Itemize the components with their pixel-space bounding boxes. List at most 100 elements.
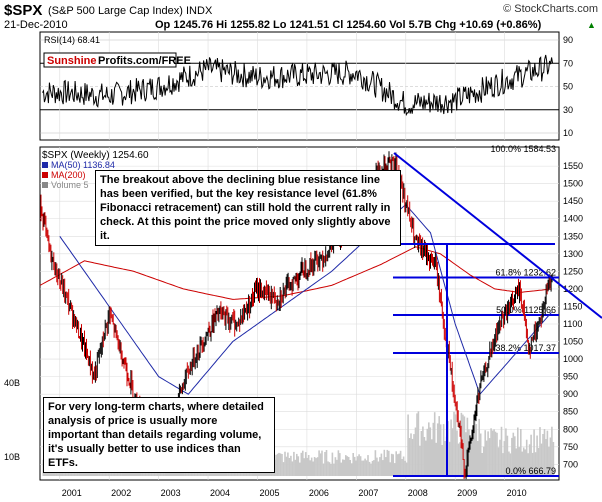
etf-annotation: For very long-term charts, where detaile… <box>43 397 275 473</box>
volume-bar <box>549 437 552 476</box>
volume-bar <box>540 443 543 476</box>
volume-bar <box>420 431 423 476</box>
volume-bar <box>327 461 329 476</box>
volume-bar <box>512 432 515 476</box>
volume-bar <box>525 439 528 476</box>
volume-bar <box>545 439 547 476</box>
volume-bar <box>401 459 403 476</box>
watermark: © StockCharts.com <box>503 3 598 15</box>
x-tick-label: 2005 <box>259 488 279 498</box>
legend-label: MA(50) 1136.84 <box>51 160 115 170</box>
legend-swatch <box>42 182 48 188</box>
volume-bar <box>475 424 478 476</box>
volume-bar <box>300 452 303 476</box>
volume-bar <box>524 449 526 476</box>
volume-bar <box>463 416 466 476</box>
volume-bar <box>395 451 397 476</box>
volume-bar <box>466 417 469 476</box>
volume-bar <box>389 462 392 476</box>
volume-bar <box>450 419 452 476</box>
volume-bar <box>371 460 374 476</box>
volume-bar <box>334 457 337 476</box>
volume-bar <box>359 456 362 476</box>
volume-bar <box>429 427 432 476</box>
volume-bar <box>287 452 289 476</box>
volume-bar <box>503 441 506 476</box>
volume-bar <box>499 439 501 476</box>
volume-bar <box>380 453 383 476</box>
volume-bar <box>343 459 346 476</box>
volume-bar <box>358 454 360 476</box>
volume-bar <box>520 429 522 476</box>
price-tick-label: 1550 <box>563 161 583 171</box>
rsi-tick-label: 70 <box>563 58 573 68</box>
volume-bar <box>285 456 288 476</box>
volume-bar <box>422 426 424 476</box>
volume-bar <box>551 426 553 476</box>
volume-bar <box>439 424 442 476</box>
volume-bar <box>374 450 377 476</box>
price-tick-label: 1200 <box>563 284 583 294</box>
volume-bar <box>411 438 414 476</box>
volume-bar <box>543 429 546 476</box>
ma200-line <box>39 246 552 300</box>
volume-bar <box>521 451 523 476</box>
volume-bar <box>275 454 277 476</box>
volume-bar <box>496 432 498 476</box>
volume-bar <box>522 447 525 476</box>
volume-bar <box>472 430 475 476</box>
volume-bar <box>505 428 507 476</box>
volume-bar <box>313 457 316 476</box>
volume-bar <box>454 414 457 476</box>
rsi-tick-label: 30 <box>563 105 573 115</box>
volume-bar <box>441 445 443 476</box>
volume-bar <box>410 433 412 476</box>
price-tick-label: 1000 <box>563 354 583 364</box>
x-tick-label: 2004 <box>210 488 230 498</box>
volume-bar <box>423 437 426 476</box>
volume-bar <box>517 427 519 476</box>
volume-bar <box>456 430 458 476</box>
volume-bar <box>482 446 485 476</box>
volume-bar <box>337 450 340 476</box>
x-tick-label: 2008 <box>408 488 428 498</box>
volume-bar <box>414 427 417 476</box>
rsi-tick-label: 90 <box>563 35 573 45</box>
volume-bar <box>364 458 366 476</box>
volume-bar <box>288 458 291 476</box>
volume-bar <box>377 461 380 476</box>
volume-bar <box>330 463 332 476</box>
volume-bar <box>479 433 482 476</box>
volume-bar <box>347 457 350 476</box>
volume-bar <box>355 460 357 476</box>
volume-bar <box>531 452 534 476</box>
volume-bar <box>316 457 319 476</box>
legend-label: MA(200) <box>51 170 86 180</box>
volume-bar <box>431 439 433 476</box>
volume-bar <box>303 458 306 476</box>
volume-bar <box>373 460 375 476</box>
volume-bar <box>386 449 389 476</box>
volume-bar <box>291 461 294 476</box>
fib-level-label: 50.0% 1125.66 <box>496 305 556 315</box>
volume-bar <box>548 446 550 476</box>
x-tick-label: 2007 <box>358 488 378 498</box>
volume-bar <box>476 441 479 476</box>
volume-bar <box>488 438 491 476</box>
volume-bar <box>306 457 308 476</box>
volume-bar <box>293 451 295 476</box>
volume-bar <box>309 460 311 476</box>
x-tick-label: 2006 <box>309 488 329 498</box>
price-tick-label: 800 <box>563 424 578 434</box>
breakout-annotation: The breakout above the declining blue re… <box>95 170 401 246</box>
volume-bar <box>276 453 279 476</box>
volume-bar <box>404 460 406 476</box>
volume-bar <box>471 437 473 476</box>
volume-bar <box>457 443 460 476</box>
volume-bar <box>370 463 372 476</box>
volume-bar <box>537 447 540 476</box>
volume-bar <box>506 435 509 476</box>
volume-bar <box>451 428 454 476</box>
rsi-series-line <box>42 54 554 117</box>
volume-bar <box>487 431 489 476</box>
